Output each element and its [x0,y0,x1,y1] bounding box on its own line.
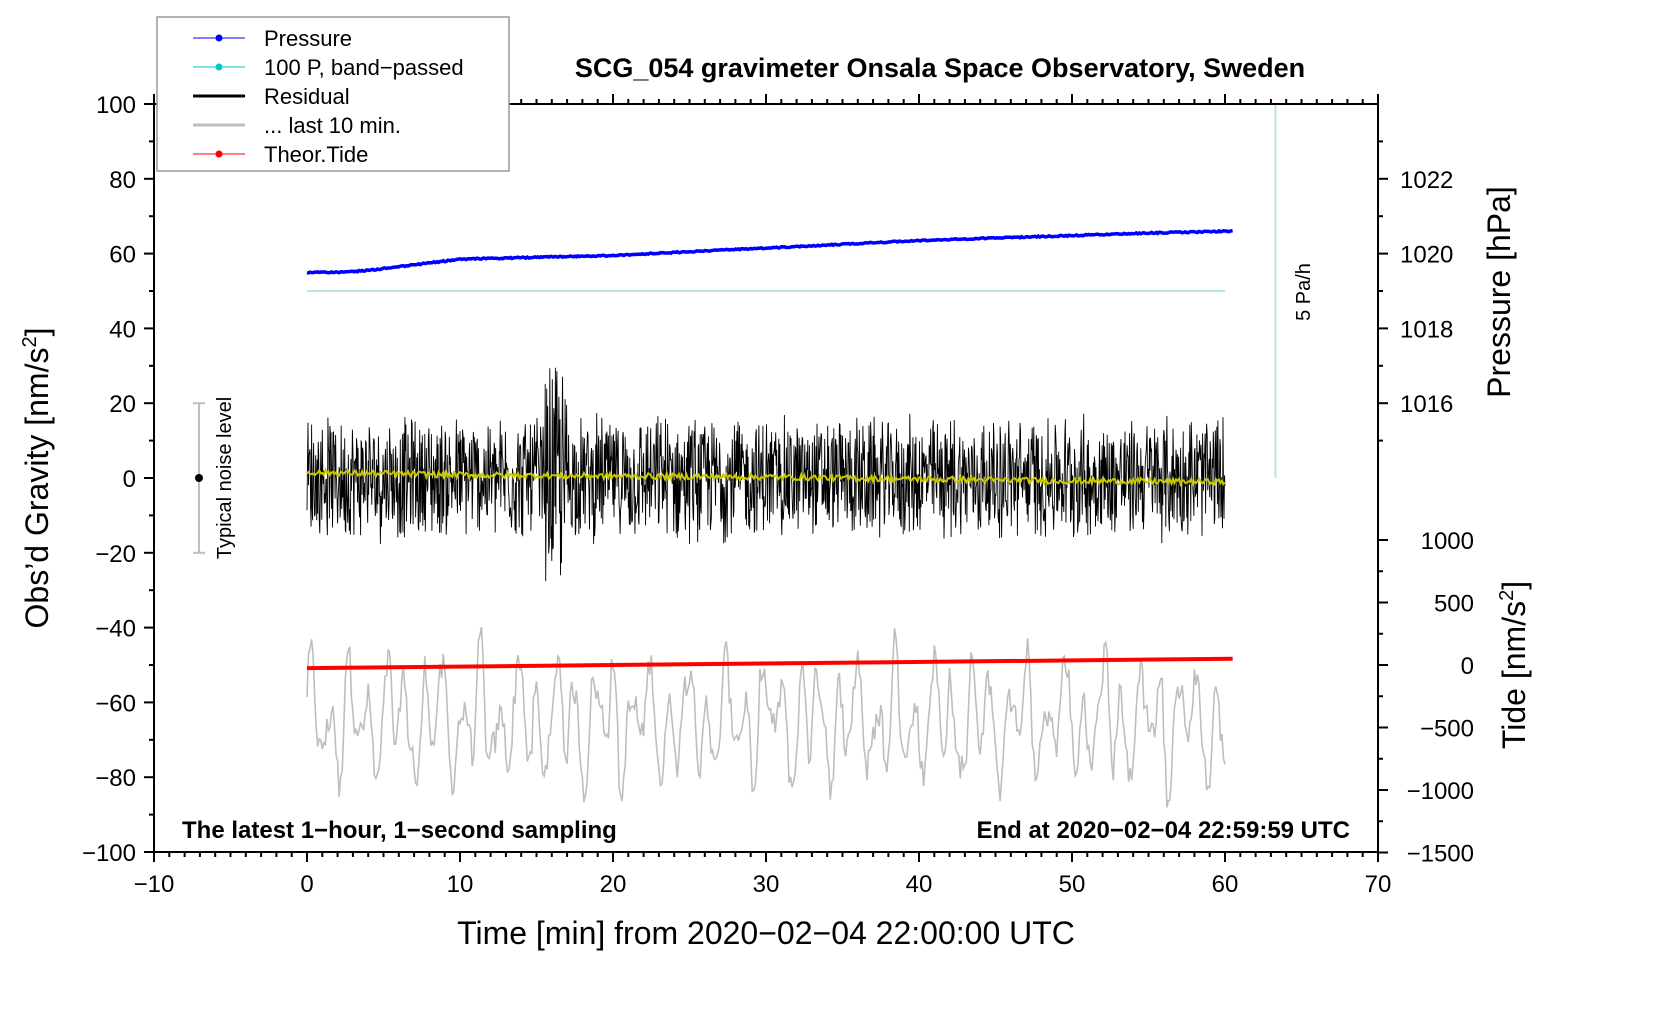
x-tick-label: 50 [1059,871,1086,898]
y-tick-label: 60 [109,242,136,269]
axes: −10 0 10 20 30 40 50 60 70−100−80−60−40−20020406… [82,92,1474,898]
legend-box [156,16,510,172]
y-tick-label: 80 [109,167,136,194]
pressure-tick-label: 1022 [1400,167,1453,194]
pressure-series [306,228,1233,275]
x-axis-label: Time [min] from 2020−02−04 22:00:00 UTC [457,915,1075,951]
y-tick-label: −40 [95,616,136,643]
y-tick-label: −100 [82,840,136,867]
y-tick-label: 40 [109,316,136,343]
y-tick-label: −80 [95,765,136,792]
legend-marker [215,63,223,71]
legend-label: Residual [264,84,350,109]
y-tick-label: 20 [109,391,136,418]
x-tick-label: 60 [1212,871,1239,898]
plot-area [193,104,1277,808]
x-tick-label: 20 [600,871,627,898]
y-tick-label: 100 [96,92,136,119]
legend-label: Theor.Tide [264,142,368,167]
last-10-min-series [306,626,1226,808]
tide-axis-label: Tide [nm/s2] [1496,581,1532,749]
chart-title: SCG_054 gravimeter Onsala Space Observat… [575,53,1305,83]
pressure-tick-label: 1016 [1400,391,1453,418]
legend-marker [215,150,223,158]
annotation-sampling: The latest 1−hour, 1−second sampling [182,817,617,844]
annotation-end-time: End at 2020−02−04 22:59:59 UTC [976,817,1350,844]
pressure-axis-label: Pressure [hPa] [1481,186,1517,398]
legend: Pressure 100 P, band−passed Residual ... la… [156,16,510,172]
tide-tick-label: −1000 [1407,778,1474,805]
x-tick-label: 30 [753,871,780,898]
legend-label: ... last 10 min. [264,113,401,138]
legend-label: 100 P, band−passed [264,55,464,80]
rate-label: 5 Pa/h [1293,263,1315,321]
y-tick-label: 0 [123,466,136,493]
pressure-tick-label: 1018 [1400,316,1453,343]
residual-smoothed-series [306,467,1226,488]
x-tick-label: 70 [1365,871,1392,898]
x-tick-label: 40 [906,871,933,898]
x-tick-label: 0 [300,871,313,898]
tide-series [306,656,1233,671]
x-tick-label: −10 [134,871,175,898]
legend-label: Pressure [264,26,352,51]
tide-tick-label: 500 [1434,591,1474,618]
y-tick-label: −20 [95,541,136,568]
residual-series [306,367,1226,582]
legend-marker [215,34,223,42]
pressure-tick-label: 1020 [1400,242,1453,269]
y-tick-label: −60 [95,690,136,717]
tide-tick-label: −500 [1420,716,1474,743]
x-tick-label: 10 [447,871,474,898]
tide-tick-label: −1500 [1407,841,1474,868]
tide-tick-label: 0 [1461,653,1474,680]
noise-level-dot [195,474,203,482]
noise-level-label: Typical noise level [214,397,236,559]
tide-tick-label: 1000 [1421,528,1474,555]
y-axis-label: Obs’d Gravity [nm/s2] [19,328,55,629]
